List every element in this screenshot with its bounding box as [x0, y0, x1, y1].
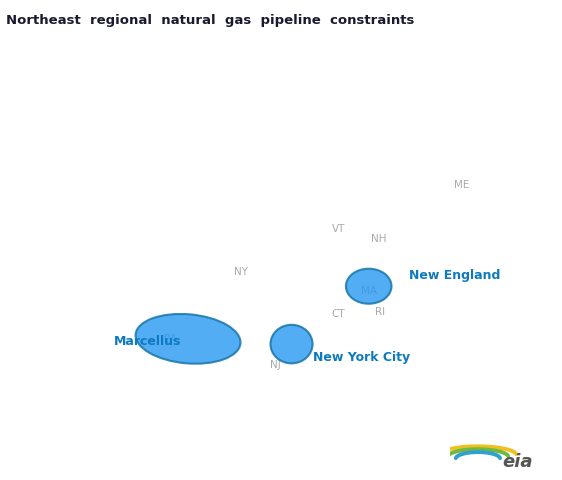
Text: NH: NH [371, 234, 387, 244]
Text: eia: eia [502, 453, 533, 470]
Text: CT: CT [332, 308, 345, 318]
Text: ME: ME [454, 180, 469, 190]
Text: Northeast  regional  natural  gas  pipeline  constraints: Northeast regional natural gas pipeline … [6, 14, 414, 27]
Text: Marcellus: Marcellus [115, 335, 182, 348]
Text: RI: RI [375, 306, 386, 316]
Text: PA: PA [164, 334, 177, 343]
Ellipse shape [135, 314, 241, 364]
Text: NJ: NJ [270, 360, 281, 370]
Text: New England: New England [409, 268, 500, 281]
Text: VT: VT [332, 223, 346, 233]
Ellipse shape [346, 269, 392, 304]
Text: New York City: New York City [312, 350, 410, 363]
Ellipse shape [270, 325, 312, 364]
Text: MA: MA [361, 285, 377, 295]
Text: NY: NY [234, 267, 248, 277]
